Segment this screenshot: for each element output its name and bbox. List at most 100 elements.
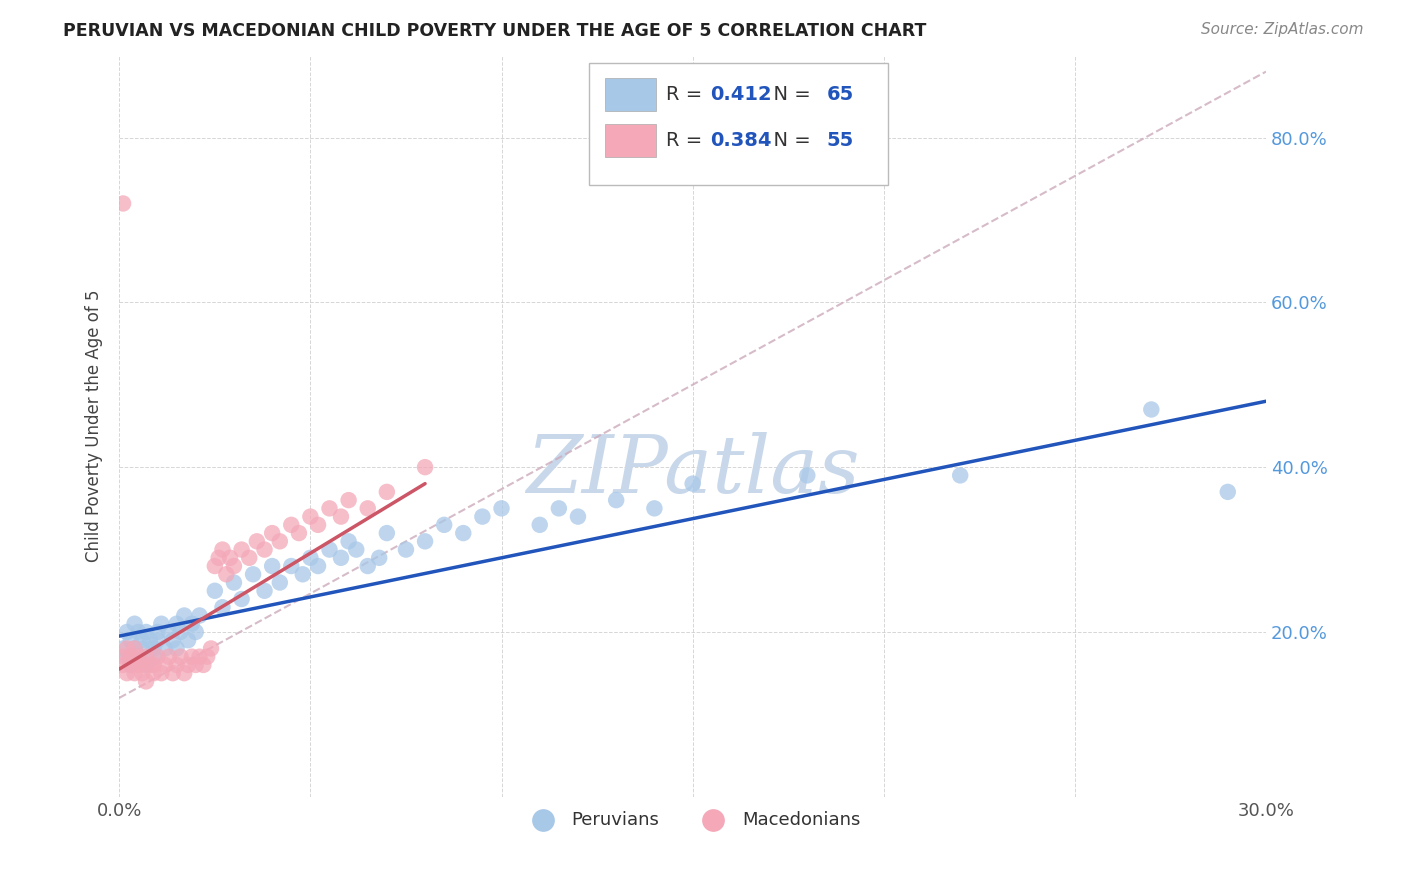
Text: 55: 55	[827, 131, 853, 150]
Point	[1140, 402, 1163, 417]
Point	[269, 534, 291, 549]
Point	[131, 657, 153, 672]
Point	[433, 517, 456, 532]
Point	[127, 624, 149, 639]
Point	[395, 542, 418, 557]
Point	[162, 666, 184, 681]
Point	[318, 501, 340, 516]
Point	[269, 575, 291, 590]
Point	[127, 649, 149, 664]
Point	[413, 534, 436, 549]
Point	[318, 542, 340, 557]
Point	[796, 468, 818, 483]
Point	[184, 657, 207, 672]
Point	[200, 641, 222, 656]
Point	[280, 559, 302, 574]
Point	[142, 657, 165, 672]
Text: 65: 65	[827, 85, 853, 104]
Legend: Peruvians, Macedonians: Peruvians, Macedonians	[517, 804, 868, 836]
Point	[115, 641, 138, 656]
Point	[112, 649, 135, 664]
Point	[173, 666, 195, 681]
Point	[120, 649, 142, 664]
Point	[127, 649, 149, 664]
Point	[180, 616, 202, 631]
Point	[153, 657, 176, 672]
Point	[169, 649, 191, 664]
Point	[682, 476, 704, 491]
Point	[166, 641, 188, 656]
Point	[413, 460, 436, 475]
Text: Source: ZipAtlas.com: Source: ZipAtlas.com	[1201, 22, 1364, 37]
Point	[330, 509, 353, 524]
Point	[195, 649, 218, 664]
Point	[193, 657, 215, 672]
Point	[124, 616, 146, 631]
Point	[491, 501, 513, 516]
Point	[204, 559, 226, 574]
Text: R =: R =	[666, 131, 709, 150]
Point	[529, 517, 551, 532]
Point	[368, 550, 391, 565]
Y-axis label: Child Poverty Under the Age of 5: Child Poverty Under the Age of 5	[86, 290, 103, 562]
Point	[242, 567, 264, 582]
Point	[157, 649, 180, 664]
Point	[120, 633, 142, 648]
Point	[211, 542, 233, 557]
Point	[605, 493, 627, 508]
Point	[280, 517, 302, 532]
Point	[146, 633, 169, 648]
Point	[288, 526, 311, 541]
Point	[120, 657, 142, 672]
Point	[375, 484, 398, 499]
Point	[112, 196, 135, 211]
Point	[135, 649, 157, 664]
Point	[157, 624, 180, 639]
Text: N =: N =	[762, 131, 817, 150]
Point	[153, 641, 176, 656]
Point	[115, 649, 138, 664]
Point	[208, 550, 231, 565]
Point	[337, 534, 360, 549]
Point	[146, 624, 169, 639]
Point	[139, 633, 162, 648]
Point	[135, 657, 157, 672]
Point	[567, 509, 589, 524]
Point	[231, 542, 253, 557]
Point	[307, 559, 329, 574]
Point	[150, 616, 173, 631]
Point	[131, 633, 153, 648]
Point	[162, 633, 184, 648]
Point	[453, 526, 475, 541]
Point	[131, 666, 153, 681]
Point	[115, 666, 138, 681]
Point	[124, 641, 146, 656]
Point	[222, 575, 245, 590]
Point	[219, 550, 242, 565]
Point	[177, 633, 200, 648]
Point	[127, 657, 149, 672]
Text: ZIPatlas: ZIPatlas	[526, 432, 859, 509]
Point	[262, 559, 284, 574]
Point	[146, 649, 169, 664]
Point	[222, 559, 245, 574]
Point	[173, 608, 195, 623]
Point	[115, 624, 138, 639]
Point	[120, 657, 142, 672]
Point	[253, 583, 276, 598]
FancyBboxPatch shape	[589, 62, 887, 185]
Point	[547, 501, 569, 516]
Point	[112, 657, 135, 672]
Point	[375, 526, 398, 541]
Point	[139, 657, 162, 672]
Text: 0.384: 0.384	[710, 131, 772, 150]
Text: PERUVIAN VS MACEDONIAN CHILD POVERTY UNDER THE AGE OF 5 CORRELATION CHART: PERUVIAN VS MACEDONIAN CHILD POVERTY UND…	[63, 22, 927, 40]
FancyBboxPatch shape	[606, 78, 657, 111]
Text: 0.412: 0.412	[710, 85, 772, 104]
Point	[357, 559, 380, 574]
Point	[124, 641, 146, 656]
Point	[643, 501, 665, 516]
Point	[180, 649, 202, 664]
Point	[246, 534, 269, 549]
Point	[184, 624, 207, 639]
